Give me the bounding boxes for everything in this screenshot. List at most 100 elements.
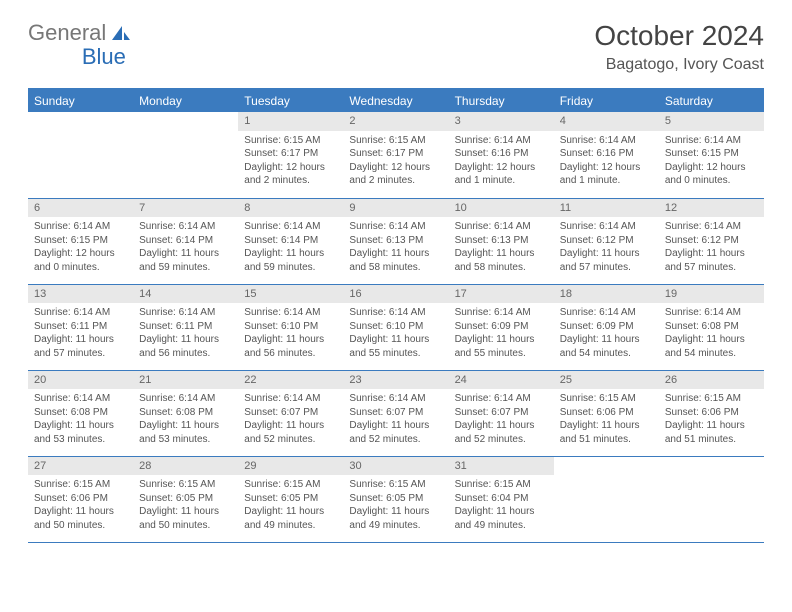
calendar-day-cell: 17Sunrise: 6:14 AMSunset: 6:09 PMDayligh… <box>449 284 554 370</box>
logo-text-general: General <box>28 20 106 46</box>
sunrise-text: Sunrise: 6:14 AM <box>139 220 232 234</box>
sunrise-text: Sunrise: 6:14 AM <box>665 134 758 148</box>
sunset-text: Sunset: 6:06 PM <box>665 406 758 420</box>
weekday-header: Monday <box>133 89 238 112</box>
calendar-day-cell: 13Sunrise: 6:14 AMSunset: 6:11 PMDayligh… <box>28 284 133 370</box>
sunrise-text: Sunrise: 6:15 AM <box>244 134 337 148</box>
sunrise-text: Sunrise: 6:14 AM <box>139 306 232 320</box>
sunset-text: Sunset: 6:08 PM <box>139 406 232 420</box>
daylight-text: Daylight: 11 hours and 56 minutes. <box>244 333 337 360</box>
day-body: Sunrise: 6:15 AMSunset: 6:05 PMDaylight:… <box>133 475 238 536</box>
day-number: 9 <box>343 199 448 218</box>
sunrise-text: Sunrise: 6:14 AM <box>349 220 442 234</box>
day-number: 14 <box>133 285 238 304</box>
sunrise-text: Sunrise: 6:14 AM <box>560 134 653 148</box>
day-number: 21 <box>133 371 238 390</box>
logo-text-blue: Blue <box>82 44 126 69</box>
logo-line2: GeneBlue <box>28 44 126 70</box>
weekday-header-row: SundayMondayTuesdayWednesdayThursdayFrid… <box>28 89 764 112</box>
day-number: 12 <box>659 199 764 218</box>
calendar-day-cell: 14Sunrise: 6:14 AMSunset: 6:11 PMDayligh… <box>133 284 238 370</box>
daylight-text: Daylight: 11 hours and 56 minutes. <box>139 333 232 360</box>
day-body: Sunrise: 6:14 AMSunset: 6:13 PMDaylight:… <box>343 217 448 278</box>
sunset-text: Sunset: 6:16 PM <box>455 147 548 161</box>
calendar-day-cell: 8Sunrise: 6:14 AMSunset: 6:14 PMDaylight… <box>238 198 343 284</box>
daylight-text: Daylight: 11 hours and 50 minutes. <box>34 505 127 532</box>
sunset-text: Sunset: 6:07 PM <box>455 406 548 420</box>
calendar-day-cell: 3Sunrise: 6:14 AMSunset: 6:16 PMDaylight… <box>449 112 554 198</box>
daylight-text: Daylight: 11 hours and 52 minutes. <box>244 419 337 446</box>
calendar-day-cell: 25Sunrise: 6:15 AMSunset: 6:06 PMDayligh… <box>554 370 659 456</box>
calendar-day-cell: 12Sunrise: 6:14 AMSunset: 6:12 PMDayligh… <box>659 198 764 284</box>
sunrise-text: Sunrise: 6:14 AM <box>560 220 653 234</box>
sunset-text: Sunset: 6:05 PM <box>139 492 232 506</box>
day-number: 1 <box>238 112 343 131</box>
calendar-table: SundayMondayTuesdayWednesdayThursdayFrid… <box>28 88 764 543</box>
calendar-day-cell: 20Sunrise: 6:14 AMSunset: 6:08 PMDayligh… <box>28 370 133 456</box>
day-number: 4 <box>554 112 659 131</box>
sunrise-text: Sunrise: 6:14 AM <box>455 220 548 234</box>
daylight-text: Daylight: 12 hours and 0 minutes. <box>34 247 127 274</box>
day-body: Sunrise: 6:15 AMSunset: 6:06 PMDaylight:… <box>659 389 764 450</box>
calendar-day-cell: . <box>554 456 659 542</box>
calendar-day-cell: 28Sunrise: 6:15 AMSunset: 6:05 PMDayligh… <box>133 456 238 542</box>
day-body: Sunrise: 6:14 AMSunset: 6:08 PMDaylight:… <box>659 303 764 364</box>
daylight-text: Daylight: 11 hours and 57 minutes. <box>665 247 758 274</box>
day-body: Sunrise: 6:14 AMSunset: 6:14 PMDaylight:… <box>238 217 343 278</box>
calendar-day-cell: 15Sunrise: 6:14 AMSunset: 6:10 PMDayligh… <box>238 284 343 370</box>
month-title: October 2024 <box>594 20 764 52</box>
sunrise-text: Sunrise: 6:14 AM <box>139 392 232 406</box>
day-number: 16 <box>343 285 448 304</box>
calendar-week-row: 6Sunrise: 6:14 AMSunset: 6:15 PMDaylight… <box>28 198 764 284</box>
sunset-text: Sunset: 6:08 PM <box>665 320 758 334</box>
calendar-day-cell: 30Sunrise: 6:15 AMSunset: 6:05 PMDayligh… <box>343 456 448 542</box>
daylight-text: Daylight: 11 hours and 51 minutes. <box>665 419 758 446</box>
daylight-text: Daylight: 12 hours and 2 minutes. <box>349 161 442 188</box>
sunrise-text: Sunrise: 6:14 AM <box>349 392 442 406</box>
daylight-text: Daylight: 12 hours and 1 minute. <box>560 161 653 188</box>
title-block: October 2024 Bagatogo, Ivory Coast <box>594 20 764 74</box>
day-body: Sunrise: 6:14 AMSunset: 6:07 PMDaylight:… <box>238 389 343 450</box>
day-number: 2 <box>343 112 448 131</box>
day-number: 25 <box>554 371 659 390</box>
sunrise-text: Sunrise: 6:15 AM <box>244 478 337 492</box>
sunset-text: Sunset: 6:13 PM <box>455 234 548 248</box>
calendar-day-cell: 27Sunrise: 6:15 AMSunset: 6:06 PMDayligh… <box>28 456 133 542</box>
sunset-text: Sunset: 6:12 PM <box>560 234 653 248</box>
calendar-day-cell: 26Sunrise: 6:15 AMSunset: 6:06 PMDayligh… <box>659 370 764 456</box>
calendar-day-cell: 2Sunrise: 6:15 AMSunset: 6:17 PMDaylight… <box>343 112 448 198</box>
sunset-text: Sunset: 6:14 PM <box>244 234 337 248</box>
calendar-day-cell: 23Sunrise: 6:14 AMSunset: 6:07 PMDayligh… <box>343 370 448 456</box>
sunrise-text: Sunrise: 6:14 AM <box>244 306 337 320</box>
sunset-text: Sunset: 6:16 PM <box>560 147 653 161</box>
day-body: Sunrise: 6:15 AMSunset: 6:06 PMDaylight:… <box>554 389 659 450</box>
header: General October 2024 Bagatogo, Ivory Coa… <box>28 20 764 74</box>
day-number: 22 <box>238 371 343 390</box>
day-body: Sunrise: 6:14 AMSunset: 6:10 PMDaylight:… <box>343 303 448 364</box>
calendar-day-cell: . <box>28 112 133 198</box>
weekday-header: Friday <box>554 89 659 112</box>
day-body: Sunrise: 6:14 AMSunset: 6:11 PMDaylight:… <box>28 303 133 364</box>
day-number: 17 <box>449 285 554 304</box>
logo: General <box>28 20 134 46</box>
calendar-week-row: 20Sunrise: 6:14 AMSunset: 6:08 PMDayligh… <box>28 370 764 456</box>
sunrise-text: Sunrise: 6:15 AM <box>34 478 127 492</box>
day-body: Sunrise: 6:15 AMSunset: 6:17 PMDaylight:… <box>238 131 343 192</box>
calendar-week-row: 13Sunrise: 6:14 AMSunset: 6:11 PMDayligh… <box>28 284 764 370</box>
day-number: 13 <box>28 285 133 304</box>
sunset-text: Sunset: 6:06 PM <box>560 406 653 420</box>
daylight-text: Daylight: 11 hours and 53 minutes. <box>139 419 232 446</box>
weekday-header: Saturday <box>659 89 764 112</box>
sunrise-text: Sunrise: 6:14 AM <box>560 306 653 320</box>
sunrise-text: Sunrise: 6:14 AM <box>34 392 127 406</box>
weekday-header: Tuesday <box>238 89 343 112</box>
day-body: Sunrise: 6:14 AMSunset: 6:09 PMDaylight:… <box>554 303 659 364</box>
day-body: Sunrise: 6:14 AMSunset: 6:13 PMDaylight:… <box>449 217 554 278</box>
daylight-text: Daylight: 11 hours and 49 minutes. <box>244 505 337 532</box>
daylight-text: Daylight: 11 hours and 54 minutes. <box>560 333 653 360</box>
daylight-text: Daylight: 11 hours and 52 minutes. <box>455 419 548 446</box>
calendar-day-cell: 5Sunrise: 6:14 AMSunset: 6:15 PMDaylight… <box>659 112 764 198</box>
sunset-text: Sunset: 6:10 PM <box>244 320 337 334</box>
sunrise-text: Sunrise: 6:14 AM <box>244 392 337 406</box>
calendar-day-cell: 1Sunrise: 6:15 AMSunset: 6:17 PMDaylight… <box>238 112 343 198</box>
